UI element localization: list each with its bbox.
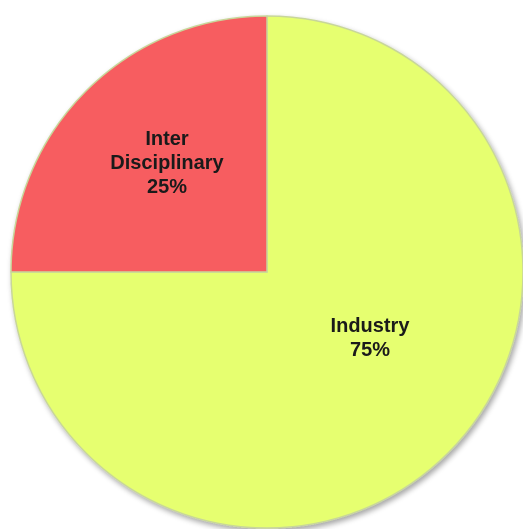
pie-label-line: 25% [147,176,187,198]
pie-label-line: Industry [331,315,411,337]
pie-labels: Industry 75% Inter Disciplinary 25% [110,128,410,361]
pie-label-industry: Industry 75% [331,315,411,361]
pie-label-line: Inter [145,128,189,150]
pie-label-line: 75% [350,339,390,361]
pie-label-line: Disciplinary [110,152,224,174]
pie-slice-industry [10,15,523,529]
pie-slice-inter-disciplinary [10,15,268,273]
pie-label-inter-disciplinary: Inter Disciplinary 25% [110,128,224,198]
pie-slices [10,15,523,529]
